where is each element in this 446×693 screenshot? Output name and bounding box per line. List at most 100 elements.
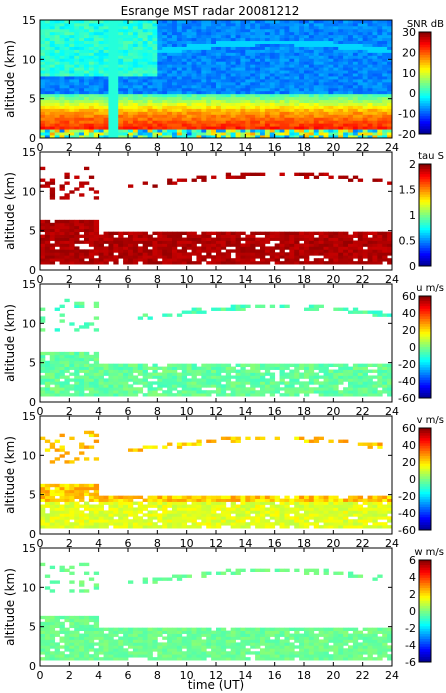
- v-colorbar-title: v m/s: [417, 415, 444, 426]
- snr-colorbar-segment: [419, 57, 431, 61]
- u-xtick-label: 8: [154, 405, 161, 418]
- w-colorbar-segment: [419, 595, 431, 599]
- tau-ytick-label: 15: [22, 146, 36, 159]
- w-colorbar-tick-label: -2: [405, 622, 416, 635]
- snr-colorbar-segment: [419, 118, 431, 122]
- v-colorbar-segment: [419, 527, 431, 531]
- u-colorbar-segment: [419, 306, 431, 310]
- v-colorbar-segment: [419, 504, 431, 508]
- u-colorbar-segment: [419, 375, 431, 378]
- tau-colorbar-segment: [419, 215, 431, 218]
- v-colorbar-segment: [419, 458, 431, 462]
- tau-colorbar-segment: [419, 199, 431, 203]
- w-colorbar-segment: [419, 654, 431, 658]
- v-colorbar-tick-label: -40: [398, 507, 416, 520]
- w-colorbar-segment: [419, 570, 431, 574]
- v-colorbar-segment: [419, 499, 431, 503]
- v-colorbar-segment: [419, 476, 431, 480]
- v-colorbar-tick-label: 0: [409, 473, 416, 486]
- snr-colorbar-tick-label: 0: [409, 87, 416, 100]
- w-field: [40, 562, 392, 661]
- u-colorbar-segment: [419, 385, 431, 389]
- w-colorbar-title: w m/s: [414, 547, 444, 558]
- w-colorbar-tick-label: 4: [409, 571, 416, 584]
- v-colorbar-segment: [419, 428, 431, 431]
- snr-colorbar-segment: [419, 95, 431, 99]
- v-colorbar-segment: [419, 456, 431, 459]
- tau-colorbar-segment: [419, 260, 431, 264]
- w-colorbar-segment: [419, 598, 431, 602]
- tau-colorbar-segment: [419, 220, 431, 224]
- v-xtick-label: 24: [385, 537, 399, 550]
- w-ytick-label: 15: [22, 542, 36, 555]
- snr-colorbar-segment: [419, 47, 431, 51]
- w-colorbar-segment: [419, 588, 431, 591]
- v-field: [40, 430, 392, 529]
- w-colorbar-segment: [419, 585, 431, 589]
- tau-colorbar-segment: [419, 253, 431, 257]
- w-colorbar-segment: [419, 605, 431, 609]
- u-colorbar-segment: [419, 362, 431, 366]
- v-colorbar-tick-label: -20: [398, 490, 416, 503]
- snr-colorbar-segment: [419, 131, 431, 135]
- tau-y-axis-title: altitude (km): [3, 172, 17, 250]
- u-colorbar-tick-label: 20: [402, 324, 416, 337]
- u-colorbar-segment: [419, 336, 431, 340]
- u-colorbar-segment: [419, 321, 431, 325]
- u-field: [40, 298, 392, 397]
- w-colorbar-tick-label: 6: [409, 554, 416, 567]
- w-xtick-label: 14: [238, 669, 252, 682]
- tau-colorbar-segment: [419, 245, 431, 249]
- snr-xtick-label: 10: [180, 141, 194, 154]
- w-colorbar-segment: [419, 651, 431, 655]
- u-colorbar-segment: [419, 313, 431, 317]
- tau-xtick-label: 12: [209, 273, 223, 286]
- tau-colorbar-segment: [419, 204, 431, 208]
- w-colorbar-segment: [419, 639, 431, 642]
- v-colorbar-segment: [419, 519, 431, 523]
- x-axis-title: time (UT): [188, 678, 244, 692]
- snr-y-axis-title: altitude (km): [3, 40, 17, 118]
- w-colorbar-segment: [419, 611, 431, 614]
- snr-colorbar-segment: [419, 103, 431, 107]
- tau-colorbar-segment: [419, 225, 431, 229]
- snr-colorbar-segment: [419, 111, 431, 114]
- tau-colorbar-segment: [419, 258, 431, 262]
- w-colorbar-segment: [419, 631, 431, 635]
- w-colorbar-tick-label: 2: [409, 588, 416, 601]
- v-colorbar-segment: [419, 514, 431, 518]
- snr-ytick-label: 0: [29, 132, 36, 145]
- v-colorbar-segment: [419, 443, 431, 447]
- tau-colorbar-segment: [419, 222, 431, 226]
- snr-colorbar-segment: [419, 90, 431, 94]
- tau-colorbar-segment: [419, 243, 431, 246]
- tau-colorbar-segment: [419, 186, 431, 190]
- snr-colorbar-segment: [419, 62, 431, 66]
- tau-colorbar-tick-label: 1: [409, 209, 416, 222]
- v-ytick-label: 5: [29, 489, 36, 502]
- w-colorbar-segment: [419, 575, 431, 579]
- w-colorbar-segment: [419, 582, 431, 586]
- snr-colorbar-segment: [419, 72, 431, 76]
- tau-colorbar-segment: [419, 250, 431, 254]
- tau-xtick-label: 6: [125, 273, 132, 286]
- u-colorbar-tick-label: 40: [402, 307, 416, 320]
- tau-colorbar-segment: [419, 164, 431, 167]
- w-ytick-label: 10: [22, 581, 36, 594]
- v-colorbar-tick-label: 20: [402, 456, 416, 469]
- w-colorbar-segment: [419, 603, 431, 607]
- u-colorbar-segment: [419, 364, 431, 368]
- w-colorbar-segment: [419, 562, 431, 566]
- u-xtick-label: 16: [268, 405, 282, 418]
- v-xtick-label: 20: [326, 537, 340, 550]
- w-xtick-label: 4: [95, 669, 102, 682]
- snr-colorbar-segment: [419, 100, 431, 104]
- u-colorbar-segment: [419, 311, 431, 315]
- tau-xtick-label: 2: [66, 273, 73, 286]
- w-ytick-label: 5: [29, 621, 36, 634]
- tau-colorbar-segment: [419, 209, 431, 213]
- v-colorbar-segment: [419, 496, 431, 500]
- tau-xtick-label: 16: [268, 273, 282, 286]
- snr-ytick-label: 15: [22, 14, 36, 27]
- u-colorbar-tick-label: -40: [398, 375, 416, 388]
